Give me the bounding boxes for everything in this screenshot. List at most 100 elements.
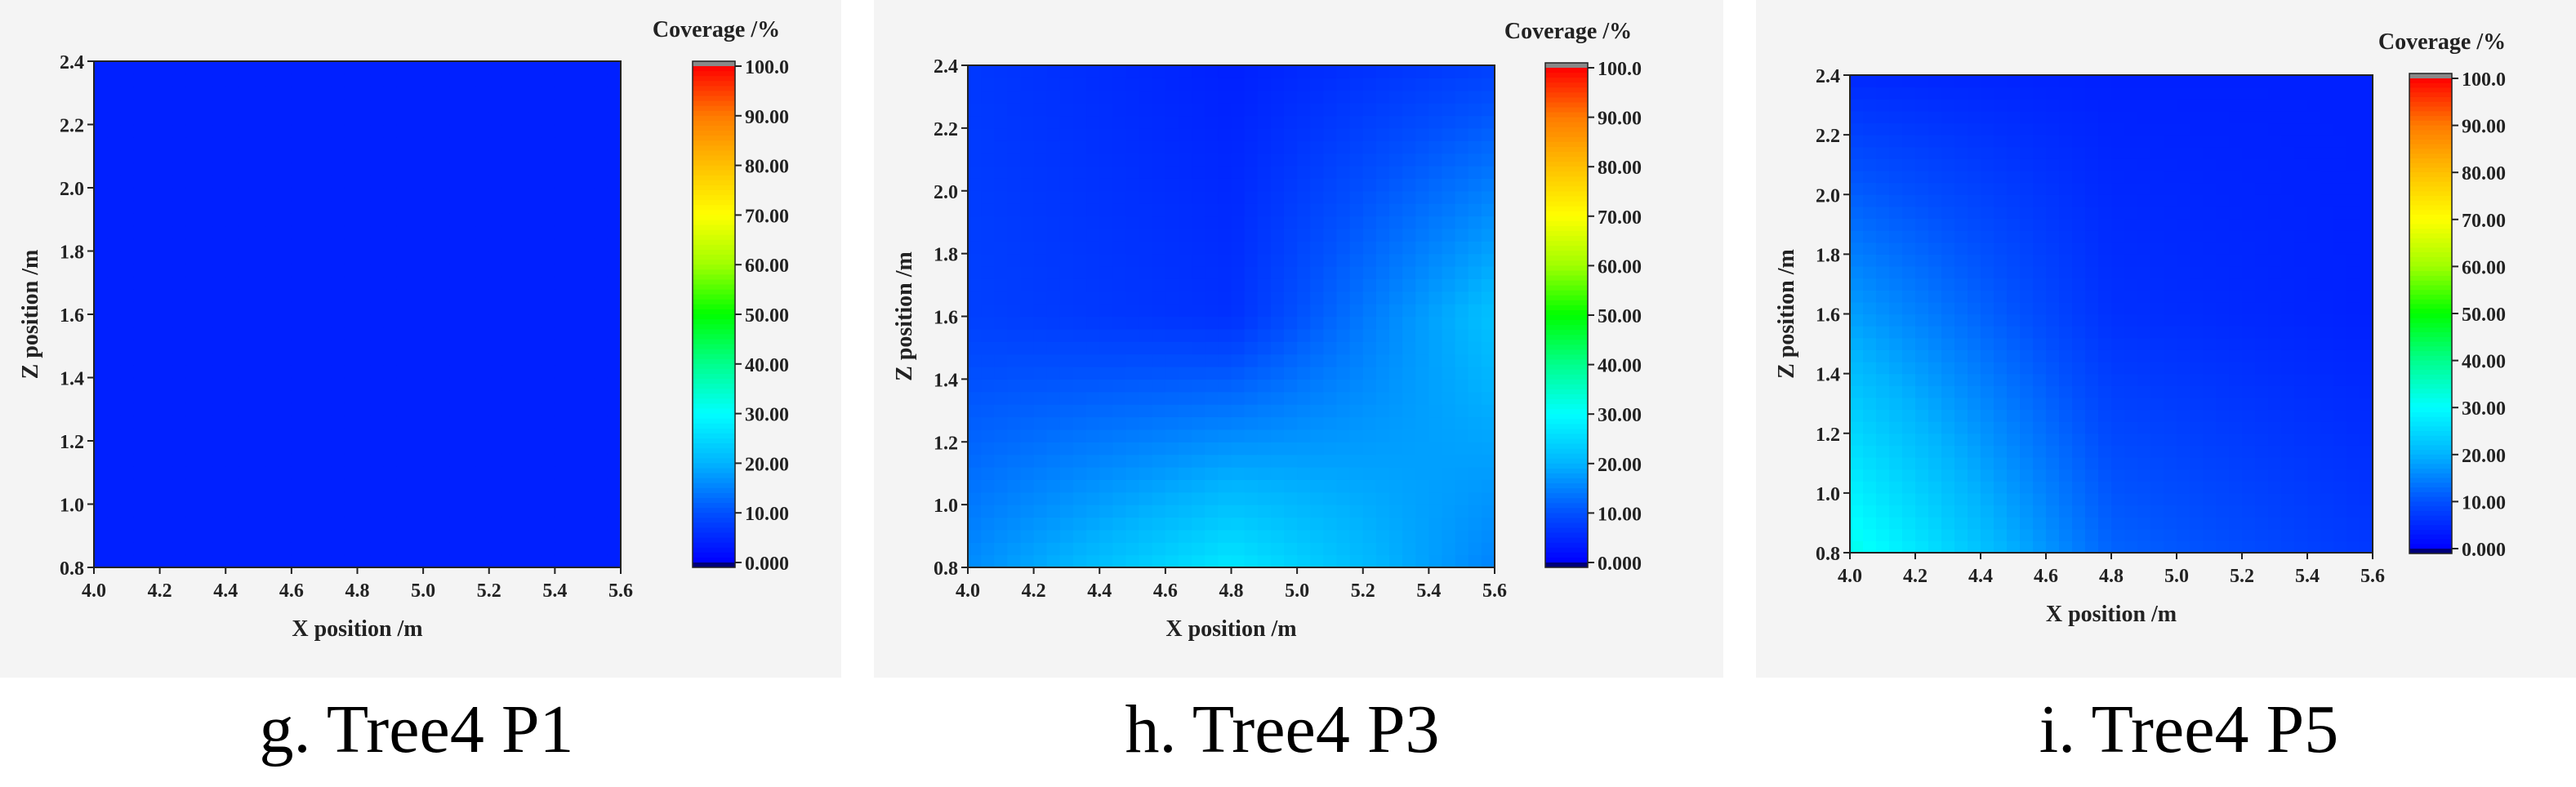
heat-cell [318, 99, 332, 113]
heat-cell [357, 504, 372, 518]
heat-cell [1863, 385, 1877, 398]
heat-cell [2111, 75, 2125, 88]
colorbar-segment [1545, 483, 1588, 489]
heat-cell [2137, 397, 2151, 411]
heat-cell [2085, 481, 2099, 494]
heat-cell [252, 188, 266, 202]
heat-cell [501, 251, 516, 265]
heat-cell [2150, 313, 2164, 327]
heat-cell [1284, 241, 1298, 255]
heat-cell [265, 390, 279, 404]
heat-cell [2307, 445, 2321, 458]
heat-cell [199, 504, 213, 518]
heat-cell [607, 340, 622, 353]
heat-cell [1112, 404, 1127, 418]
heat-cell [120, 390, 134, 404]
heat-cell [2020, 349, 2034, 362]
heat-cell [2281, 337, 2295, 350]
heat-cell [449, 137, 464, 151]
heat-cell [1428, 328, 1443, 342]
heat-cell [2124, 122, 2138, 136]
heat-cell [515, 441, 529, 455]
heat-cell [1099, 115, 1113, 129]
heat-cell [1915, 171, 1929, 184]
heat-cell [1954, 301, 1968, 315]
heat-cell [515, 416, 529, 429]
heat-cell [2281, 135, 2295, 148]
heat-cell [1046, 442, 1061, 456]
heat-cell [133, 441, 148, 455]
heat-cell [2124, 457, 2138, 470]
heat-cell [1165, 429, 1179, 442]
heat-cell [331, 61, 345, 75]
heat-cell [1073, 353, 1087, 367]
heat-cell [2007, 362, 2021, 375]
heat-cell [107, 416, 121, 429]
heat-cell [1020, 78, 1035, 91]
heat-cell [1954, 433, 1968, 446]
heat-cell [1125, 216, 1140, 229]
heat-cell [607, 327, 622, 340]
heat-cell [1139, 203, 1153, 217]
heat-cell [1994, 290, 2008, 303]
heat-cell [994, 178, 1008, 192]
heat-cell [278, 188, 292, 202]
heat-cell [1902, 158, 1916, 171]
heat-cell [2085, 146, 2099, 159]
heat-cell [1402, 367, 1416, 380]
heat-cell [107, 478, 121, 492]
heat-cell [1086, 353, 1100, 367]
heat-cell [396, 416, 411, 429]
heat-cell [981, 153, 995, 167]
heat-cell [1033, 65, 1048, 78]
heat-cell [120, 478, 134, 492]
colorbar-segment [1545, 364, 1588, 371]
heat-cell [238, 441, 253, 455]
heat-cell [501, 327, 516, 340]
heat-cell [2033, 230, 2047, 243]
heat-cell [1125, 341, 1140, 355]
heat-cell [488, 137, 503, 151]
heat-cell [488, 87, 503, 100]
colorbar-segment [1545, 176, 1588, 182]
heat-cell [383, 289, 398, 303]
heat-cell [1349, 353, 1364, 367]
colorbar-segment [693, 487, 735, 494]
heat-cell [1244, 429, 1259, 442]
colorbar-segment [1545, 518, 1588, 524]
heat-cell [2164, 122, 2177, 136]
heat-cell [2033, 218, 2047, 231]
heat-cell [2137, 421, 2151, 434]
heat-cell [185, 314, 200, 328]
heat-cell [291, 61, 305, 75]
heat-cell [2268, 326, 2282, 339]
heat-cell [2020, 99, 2034, 112]
heat-cell [1284, 140, 1298, 154]
heat-cell [2203, 110, 2217, 124]
colorbar-segment [693, 527, 735, 534]
heat-cell [462, 340, 477, 353]
heat-cell [1902, 433, 1916, 446]
heat-cell [1284, 266, 1298, 279]
heat-cell [488, 99, 503, 113]
heat-cell [225, 491, 239, 505]
heat-cell [1099, 266, 1113, 279]
heat-cell [1902, 445, 1916, 458]
heat-cell [1310, 90, 1324, 104]
heat-cell [1902, 517, 1916, 530]
heat-cell [2098, 194, 2112, 207]
heat-cell [1349, 78, 1364, 91]
heat-cell [1059, 216, 1074, 229]
heat-cell [2020, 517, 2034, 530]
heat-cell [475, 402, 490, 416]
heat-cell [305, 504, 319, 518]
heat-cell [1375, 153, 1390, 167]
heat-cell [581, 441, 595, 455]
heat-cell [541, 162, 555, 176]
heat-cell [370, 428, 385, 442]
heat-cell [1402, 291, 1416, 305]
heat-cell [528, 225, 542, 239]
heat-cell [410, 478, 424, 492]
heat-cell [1442, 166, 1456, 179]
heat-cell [968, 341, 982, 355]
